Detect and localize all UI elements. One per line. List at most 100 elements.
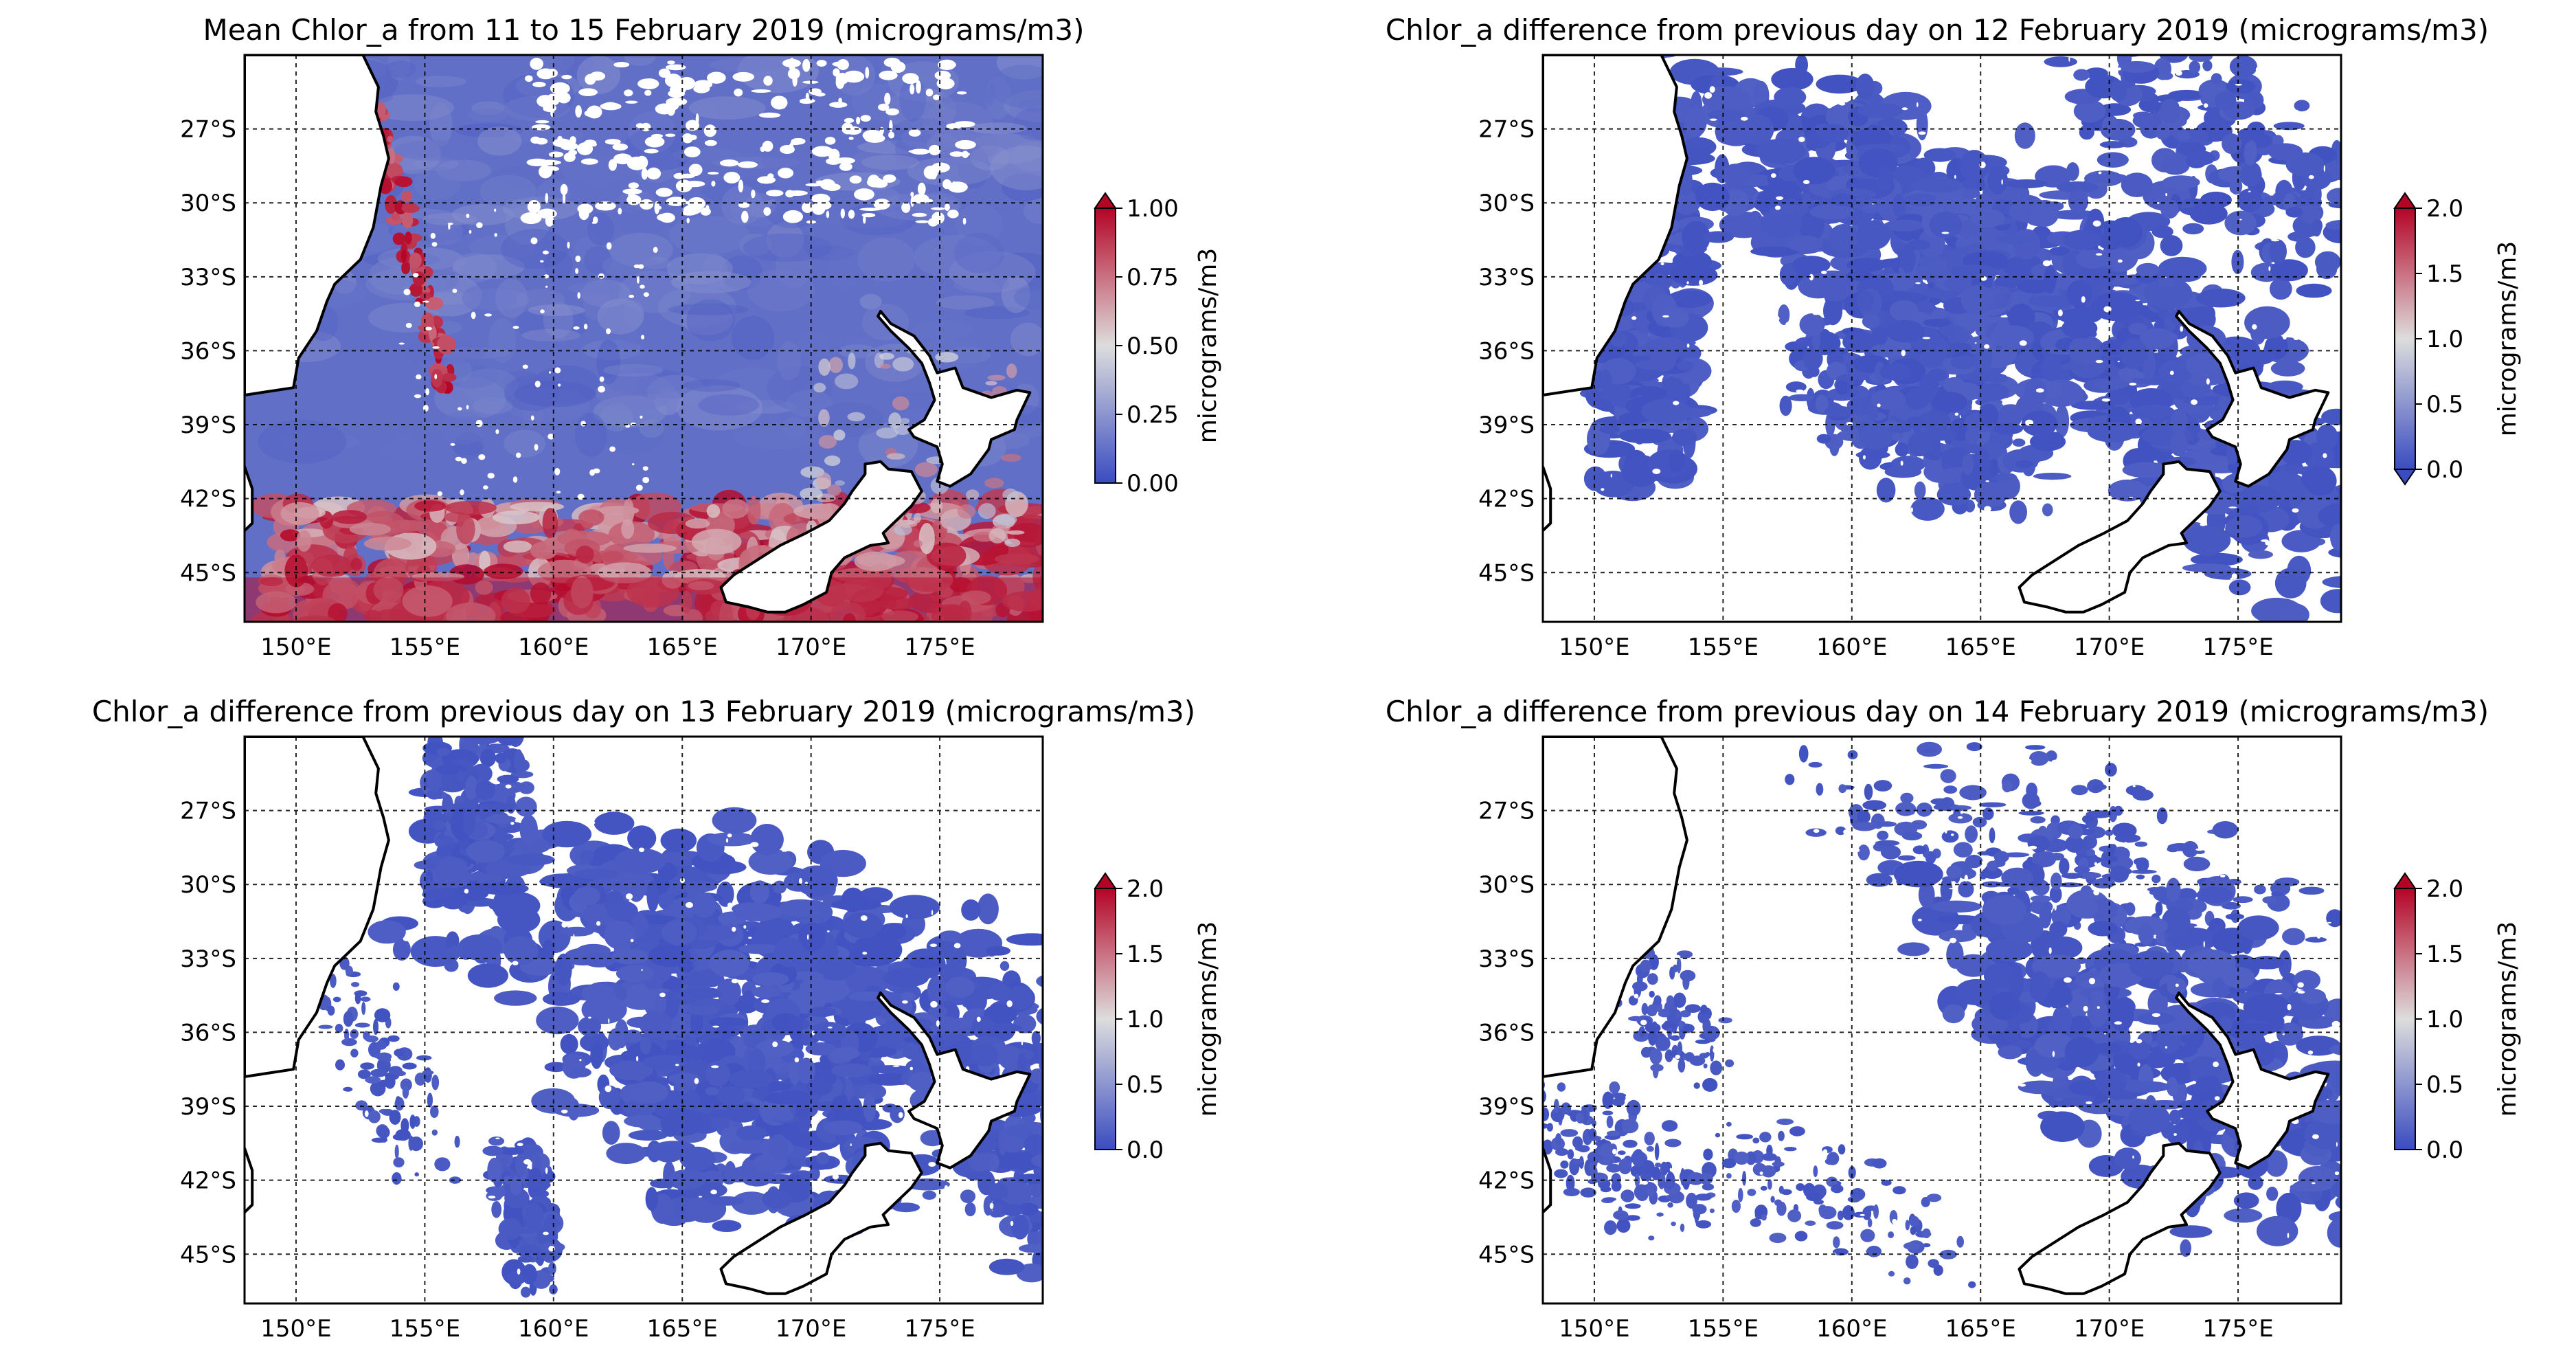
field-cell bbox=[453, 432, 484, 460]
colorbar-extend-min bbox=[2393, 469, 2417, 486]
no-data-cell bbox=[1686, 343, 1690, 348]
no-data-cell bbox=[1915, 282, 1921, 284]
field-cell bbox=[401, 260, 410, 275]
field-cell bbox=[1050, 1236, 1080, 1247]
field-cell bbox=[1051, 1150, 1067, 1173]
field-cell bbox=[1059, 1187, 1075, 1212]
field-cell bbox=[361, 1002, 366, 1015]
field-cell bbox=[648, 944, 691, 967]
field-cell bbox=[1901, 831, 1923, 841]
field-cell bbox=[984, 1004, 1017, 1024]
no-data-cell bbox=[832, 61, 848, 67]
field-cell bbox=[738, 943, 781, 954]
field-cell bbox=[1809, 204, 1855, 220]
field-cell bbox=[623, 333, 648, 362]
field-cell bbox=[280, 529, 301, 541]
field-cell bbox=[2182, 223, 2204, 235]
no-data-cell bbox=[1975, 541, 1983, 546]
field-cell bbox=[442, 794, 453, 817]
lon-tick-label: 150°E bbox=[260, 1315, 331, 1343]
no-data-cell bbox=[548, 151, 564, 158]
no-data-cell bbox=[1901, 350, 1906, 357]
no-data-cell bbox=[1954, 412, 1959, 416]
field-cell bbox=[2254, 884, 2266, 895]
no-data-cell bbox=[949, 151, 964, 157]
no-data-cell bbox=[721, 772, 728, 774]
no-data-cell bbox=[883, 783, 890, 787]
field-cell bbox=[2262, 896, 2277, 904]
field-cell bbox=[2108, 217, 2143, 248]
field-cell bbox=[2160, 199, 2179, 219]
no-data-cell bbox=[578, 88, 598, 96]
lon-tick-label: 155°E bbox=[389, 634, 460, 661]
field-cell bbox=[743, 233, 833, 262]
no-data-cell bbox=[2292, 83, 2297, 87]
field-cell bbox=[654, 1145, 683, 1163]
field-cell bbox=[1036, 1007, 1043, 1025]
field-cell bbox=[455, 123, 524, 138]
field-cell bbox=[1972, 816, 1987, 828]
field-cell bbox=[434, 856, 468, 888]
field-cell bbox=[967, 1148, 993, 1172]
no-data-cell bbox=[625, 100, 638, 104]
field-cell bbox=[2196, 288, 2246, 308]
map-frame bbox=[243, 54, 1044, 623]
field-cell bbox=[2330, 524, 2341, 551]
no-data-cell bbox=[884, 92, 891, 105]
no-data-cell bbox=[593, 468, 600, 473]
field-cell bbox=[487, 1157, 502, 1183]
no-data-cell bbox=[2057, 309, 2063, 317]
field-cell bbox=[2305, 937, 2327, 943]
no-data-cell bbox=[420, 1170, 427, 1177]
no-data-cell bbox=[463, 964, 472, 969]
field-cell bbox=[743, 990, 754, 1003]
field-cell bbox=[2322, 576, 2341, 589]
field-cell bbox=[1044, 1044, 1083, 1075]
lat-tick-label: 33°S bbox=[180, 945, 236, 973]
field-cell bbox=[2092, 379, 2129, 390]
field-cell bbox=[767, 366, 833, 411]
field-cell bbox=[999, 961, 1010, 971]
field-cell bbox=[716, 978, 741, 1006]
no-data-cell bbox=[2230, 577, 2233, 581]
field-cell bbox=[548, 1262, 556, 1275]
no-data-cell bbox=[515, 818, 518, 822]
lat-tick-label: 45°S bbox=[180, 559, 236, 587]
field-cell bbox=[667, 1169, 706, 1190]
field-cell bbox=[574, 869, 620, 880]
field-cell bbox=[1961, 284, 1994, 315]
no-data-cell bbox=[625, 893, 633, 900]
field-cell bbox=[414, 1172, 419, 1177]
field-cell bbox=[1003, 89, 1043, 122]
field-cell bbox=[1868, 403, 1878, 422]
field-cell bbox=[2185, 352, 2219, 377]
field-cell bbox=[2270, 259, 2308, 282]
field-cell bbox=[2082, 815, 2094, 824]
field-cell bbox=[578, 509, 605, 526]
field-cell bbox=[2362, 520, 2390, 548]
no-data-cell bbox=[675, 1064, 679, 1066]
field-cell bbox=[2021, 410, 2058, 437]
field-cell bbox=[964, 1202, 976, 1217]
field-cell bbox=[1818, 274, 1852, 302]
field-cell bbox=[1618, 428, 1671, 444]
lat-tick-label: 45°S bbox=[1478, 559, 1535, 587]
field-cell bbox=[722, 499, 749, 519]
no-data-cell bbox=[450, 1228, 457, 1231]
field-cell bbox=[2345, 565, 2388, 579]
field-cell bbox=[964, 306, 1030, 320]
no-data-cell bbox=[738, 179, 744, 193]
no-data-cell bbox=[850, 1143, 852, 1147]
no-data-cell bbox=[495, 429, 499, 434]
field-cell bbox=[2097, 152, 2129, 168]
no-data-cell bbox=[683, 181, 705, 188]
no-data-cell bbox=[934, 70, 951, 80]
no-data-cell bbox=[772, 1041, 778, 1048]
no-data-cell bbox=[868, 175, 880, 186]
field-cell bbox=[2373, 207, 2386, 216]
field-cell bbox=[988, 252, 1043, 293]
field-cell bbox=[2079, 124, 2094, 140]
field-cell bbox=[892, 357, 914, 372]
field-cell bbox=[1760, 209, 1803, 238]
field-cell bbox=[2068, 335, 2103, 366]
